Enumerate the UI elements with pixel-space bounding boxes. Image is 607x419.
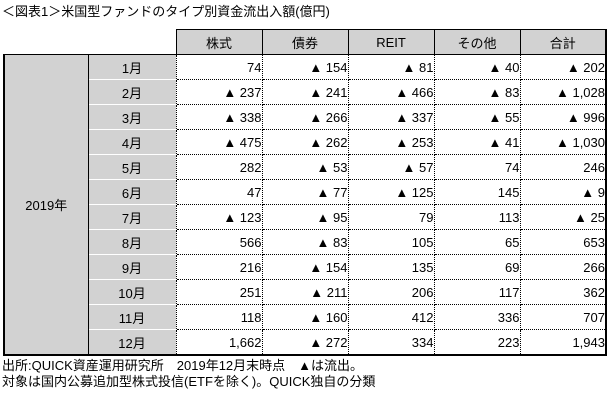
table-row: 4月 ▲ 475 ▲ 262 ▲ 253 ▲ 41 ▲ 1,030 — [4, 129, 607, 155]
table-row: 5月 282 ▲ 53 ▲ 57 74 246 — [4, 154, 607, 180]
value-cell: 251 — [175, 279, 263, 305]
value-cell: 362 — [519, 279, 607, 305]
value-cell: 79 — [347, 204, 435, 230]
table-row: 2019年 1月 74 ▲ 154 ▲ 81 ▲ 40 ▲ 202 — [3, 54, 607, 356]
value-cell: ▲ 57 — [347, 154, 435, 180]
table-row: 7月 ▲ 123 ▲ 95 79 113 ▲ 25 — [4, 204, 607, 230]
value-cell: 74 — [175, 54, 263, 80]
table-row: 3月 ▲ 338 ▲ 266 ▲ 337 ▲ 55 ▲ 996 — [4, 104, 607, 130]
value-cell: 566 — [175, 229, 263, 255]
value-cell: ▲ 83 — [261, 229, 349, 255]
year-cell: 2019年 — [3, 54, 89, 356]
scope-note: 対象は国内公募追加型株式投信(ETFを除く)。QUICK独自の分類 — [2, 374, 376, 389]
value-cell: 653 — [519, 229, 607, 255]
value-cell: ▲ 202 — [519, 54, 607, 80]
value-cell: ▲ 253 — [347, 129, 435, 155]
value-cell: ▲ 81 — [347, 54, 435, 80]
value-cell: 246 — [519, 154, 607, 180]
value-cell: 707 — [519, 304, 607, 330]
value-cell: ▲ 160 — [261, 304, 349, 330]
value-cell: ▲ 125 — [347, 179, 435, 205]
value-cell: ▲ 41 — [433, 129, 521, 155]
value-cell: 412 — [347, 304, 435, 330]
column-header-reit: REIT — [347, 29, 435, 55]
value-cell: ▲ 466 — [347, 79, 435, 105]
table-row: 8月 566 ▲ 83 105 65 653 — [4, 229, 607, 255]
value-cell: ▲ 338 — [175, 104, 263, 130]
value-cell: 1,943 — [519, 329, 607, 356]
value-cell: 334 — [347, 329, 435, 356]
value-cell: ▲ 25 — [519, 204, 607, 230]
month-cell: 9月 — [88, 254, 176, 280]
value-cell: ▲ 211 — [261, 279, 349, 305]
value-cell: ▲ 1,030 — [519, 129, 607, 155]
table-body: 2019年 1月 74 ▲ 154 ▲ 81 ▲ 40 ▲ 202 2月 ▲ 237 ▲ 241 ▲… — [3, 54, 607, 356]
value-cell: 105 — [347, 229, 435, 255]
value-cell: 223 — [433, 329, 521, 356]
value-cell: ▲ 266 — [261, 104, 349, 130]
value-cell: 206 — [347, 279, 435, 305]
month-cell: 4月 — [88, 129, 176, 155]
month-cell: 8月 — [88, 229, 176, 255]
table-row: 2月 ▲ 237 ▲ 241 ▲ 466 ▲ 83 ▲ 1,028 — [4, 79, 607, 105]
value-cell: ▲ 77 — [261, 179, 349, 205]
value-cell: ▲ 241 — [261, 79, 349, 105]
value-cell: 135 — [347, 254, 435, 280]
corner-cell — [4, 30, 176, 55]
table-row: 12月 1,662 ▲ 272 334 223 1,943 — [4, 329, 607, 356]
value-cell: 113 — [433, 204, 521, 230]
value-cell: 1,662 — [175, 329, 263, 356]
value-cell: 266 — [519, 254, 607, 280]
value-cell: 145 — [433, 179, 521, 205]
value-cell: ▲ 154 — [261, 54, 349, 80]
value-cell: ▲ 475 — [175, 129, 263, 155]
footer-notes: 出所:QUICK資産運用研究所 2019年12月末時点 ▲は流出。 対象は国内公… — [2, 358, 607, 390]
month-cell: 12月 — [88, 329, 176, 356]
value-cell: 216 — [175, 254, 263, 280]
value-cell: ▲ 337 — [347, 104, 435, 130]
value-cell: ▲ 9 — [519, 179, 607, 205]
month-cell: 11月 — [88, 304, 176, 330]
table-row: 6月 47 ▲ 77 ▲ 125 145 ▲ 9 — [4, 179, 607, 205]
month-cell: 10月 — [88, 279, 176, 305]
value-cell: 47 — [175, 179, 263, 205]
table-row: 11月 118 ▲ 160 412 336 707 — [4, 304, 607, 330]
month-cell: 7月 — [88, 204, 176, 230]
header-row: 株式 債券 REIT その他 合計 — [4, 29, 607, 55]
month-cell: 3月 — [88, 104, 176, 130]
column-header-bonds: 債券 — [261, 29, 349, 55]
column-header-other: その他 — [433, 29, 521, 55]
column-header-stocks: 株式 — [175, 29, 263, 55]
value-cell: ▲ 272 — [261, 329, 349, 356]
value-cell: 69 — [433, 254, 521, 280]
value-cell: 336 — [433, 304, 521, 330]
value-cell: 282 — [175, 154, 263, 180]
value-cell: ▲ 55 — [433, 104, 521, 130]
fund-flow-table: 株式 債券 REIT その他 合計 2019年 1月 74 ▲ 154 ▲ 81 ▲ 40… — [3, 29, 607, 356]
value-cell: 74 — [433, 154, 521, 180]
value-cell: ▲ 1,028 — [519, 79, 607, 105]
value-cell: ▲ 237 — [175, 79, 263, 105]
value-cell: ▲ 123 — [175, 204, 263, 230]
month-cell: 1月 — [88, 54, 176, 80]
value-cell: ▲ 40 — [433, 54, 521, 80]
month-cell: 2月 — [88, 79, 176, 105]
table-row: 10月 251 ▲ 211 206 117 362 — [4, 279, 607, 305]
value-cell: ▲ 996 — [519, 104, 607, 130]
value-cell: 117 — [433, 279, 521, 305]
value-cell: ▲ 83 — [433, 79, 521, 105]
column-header-total: 合計 — [519, 29, 607, 55]
value-cell: ▲ 53 — [261, 154, 349, 180]
value-cell: ▲ 95 — [261, 204, 349, 230]
value-cell: 118 — [175, 304, 263, 330]
table-row: 9月 216 ▲ 154 135 69 266 — [4, 254, 607, 280]
source-note: 出所:QUICK資産運用研究所 2019年12月末時点 ▲は流出。 — [2, 358, 364, 373]
value-cell: ▲ 154 — [261, 254, 349, 280]
value-cell: 65 — [433, 229, 521, 255]
figure-title: ＜図表1＞米国型ファンドのタイプ別資金流出入額(億円) — [2, 4, 330, 19]
value-cell: ▲ 262 — [261, 129, 349, 155]
month-cell: 6月 — [88, 179, 176, 205]
month-cell: 5月 — [88, 154, 176, 180]
